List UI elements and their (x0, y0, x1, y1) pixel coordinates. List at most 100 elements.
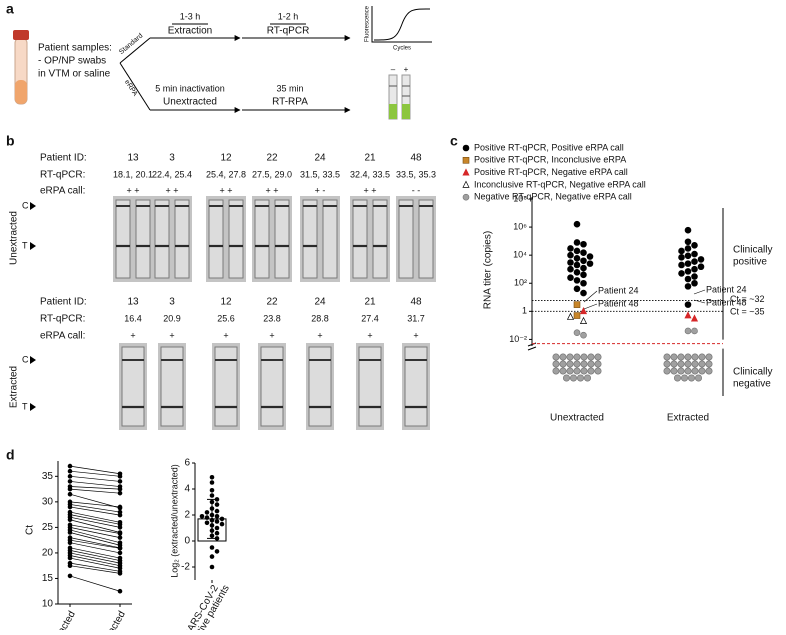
panel-b: Unextracted Patient ID: RT-qPCR: eRPA call:… (9, 153, 436, 430)
circle-marker (697, 256, 705, 263)
circle-marker (691, 353, 699, 361)
strip (214, 346, 238, 427)
strip (352, 199, 368, 279)
y-axis-label: Log₂ (extracted/unextracted) (169, 464, 179, 578)
strip-pad (389, 104, 397, 119)
strip-label: + (404, 65, 409, 74)
point (209, 488, 215, 493)
circle-marker (691, 265, 698, 273)
patient-ids: 21 (364, 153, 376, 164)
branch-line (119, 62, 151, 111)
circle-marker (559, 367, 567, 375)
step-time: 35 min (276, 83, 303, 93)
pair-line (69, 501, 121, 508)
panel-label: c (450, 133, 458, 149)
point (67, 530, 73, 535)
point (209, 475, 215, 480)
circle-marker (583, 374, 591, 382)
circle-marker (573, 239, 581, 246)
point (214, 508, 220, 514)
strip (302, 199, 318, 279)
strip (115, 199, 131, 279)
pair-line (69, 475, 121, 482)
circle-marker (573, 285, 581, 293)
y-tick-label: 10⁸ (513, 193, 527, 203)
axis-label: Fluorescence (365, 5, 371, 42)
erpa-call: + (413, 330, 418, 340)
pair-line (69, 519, 121, 533)
circle-marker (567, 251, 574, 259)
row-label: Patient ID: (40, 297, 87, 308)
y-tick-label: 20 (42, 548, 54, 559)
pair-line (69, 493, 121, 509)
row-label: RT-qPCR: (40, 314, 85, 325)
circle-marker (567, 265, 574, 273)
circle-marker (670, 360, 678, 368)
point (209, 480, 215, 485)
circle-marker (580, 331, 587, 339)
strip (208, 199, 224, 279)
point (67, 555, 73, 561)
legend-entry: Positive RT-qPCR, Inconclusive eRPA (474, 155, 626, 165)
circle-marker (684, 353, 692, 361)
circle-marker (566, 360, 574, 368)
circle-marker (678, 261, 685, 269)
circle-marker (462, 144, 470, 152)
pair-line (69, 550, 121, 561)
patient-ids: 12 (220, 297, 232, 308)
point (67, 474, 73, 479)
circle-marker (567, 259, 574, 266)
point (117, 512, 123, 518)
strip (154, 199, 170, 279)
pair-line (69, 562, 121, 572)
y-tick-label: 30 (42, 496, 54, 507)
annotation-leader (693, 299, 706, 304)
pair-line (69, 527, 121, 538)
band-pointer (30, 202, 36, 210)
y-axis-label: Ct (25, 525, 36, 535)
point (67, 517, 73, 523)
annotation: Patient 48 (598, 298, 639, 308)
triangle-marker (579, 316, 588, 324)
circle-marker (573, 247, 581, 255)
point (204, 515, 210, 520)
pair-line (69, 565, 121, 574)
strip (228, 199, 244, 279)
triangle-marker (462, 180, 470, 188)
strip-label: – (391, 65, 396, 74)
rt-qpcr: 27.5, 29.0 (252, 169, 292, 179)
sample-text: Patient samples: (38, 43, 112, 54)
annotation: Patient 48 (706, 297, 747, 307)
annotation: Patient 24 (598, 285, 639, 295)
axis-break (527, 346, 537, 351)
pair-line (69, 504, 121, 513)
patient-ids: 13 (127, 153, 139, 164)
circle-marker (573, 360, 581, 368)
point (67, 563, 73, 568)
point (214, 536, 220, 541)
circle-marker (691, 360, 699, 368)
strip (160, 346, 184, 427)
sample-text: - OP/NP swabs (38, 56, 106, 67)
pair-line (69, 524, 121, 534)
circle-marker (569, 374, 577, 382)
point (209, 499, 215, 505)
point (67, 504, 73, 510)
legend-entry: Positive RT-qPCR, Positive eRPA call (474, 142, 624, 152)
erpa-call: + + (265, 185, 278, 195)
pair-line (69, 486, 121, 490)
circle-marker (684, 360, 692, 368)
point (214, 525, 220, 531)
circle-marker (573, 220, 581, 228)
x-tick-label: Extracted (97, 609, 128, 630)
circle-marker (567, 245, 574, 252)
annotation-leader (583, 303, 598, 310)
circle-marker (580, 353, 588, 361)
circle-marker (691, 279, 698, 287)
patient-ids: 48 (410, 297, 422, 308)
erpa-call: + + (165, 185, 178, 195)
x-tick-label: Unextracted (41, 609, 77, 630)
circle-marker (678, 247, 685, 255)
legend-entry: Positive RT-qPCR, Negative eRPA call (474, 167, 628, 177)
triangle-marker (566, 312, 575, 320)
